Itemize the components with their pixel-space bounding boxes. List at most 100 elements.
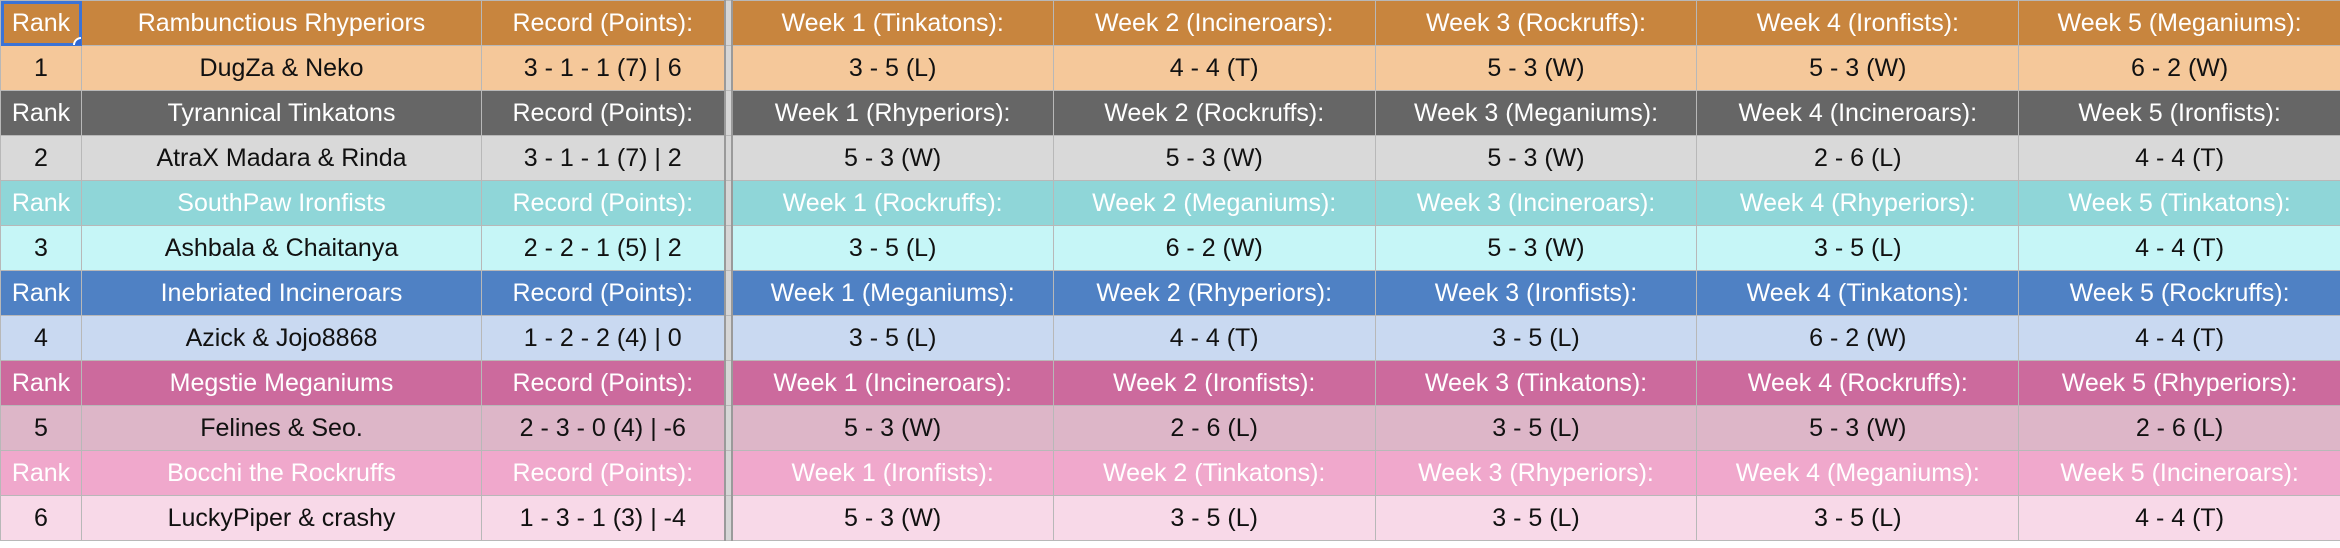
record-cell[interactable]: 2 - 3 - 0 (4) | -6 [481, 405, 725, 451]
rank-header-cell[interactable]: Rank [0, 450, 82, 496]
rank-header-cell[interactable]: Rank [0, 0, 82, 46]
week-header-cell[interactable]: Week 1 (Meganiums): [731, 270, 1054, 316]
team-name-cell[interactable]: Megstie Meganiums [81, 360, 482, 406]
team-name-cell[interactable]: Tyrannical Tinkatons [81, 90, 482, 136]
week-result-cell[interactable]: 3 - 5 (L) [1374, 315, 1698, 361]
record-cell[interactable]: 1 - 3 - 1 (3) | -4 [481, 495, 725, 541]
week-result-cell[interactable]: 3 - 5 (L) [731, 45, 1054, 91]
week-header-cell[interactable]: Week 4 (Rhyperiors): [1696, 180, 2020, 226]
week-header-cell[interactable]: Week 3 (Incineroars): [1374, 180, 1698, 226]
week-result-cell[interactable]: 3 - 5 (L) [1374, 495, 1698, 541]
week-header-cell[interactable]: Week 4 (Incineroars): [1696, 90, 2020, 136]
column-gap-cell[interactable] [723, 360, 733, 406]
rank-cell[interactable]: 4 [0, 315, 82, 361]
week-header-cell[interactable]: Week 2 (Incineroars): [1052, 0, 1376, 46]
team-name-cell[interactable]: Rambunctious Rhyperiors [81, 0, 482, 46]
week-header-cell[interactable]: Week 3 (Tinkatons): [1374, 360, 1698, 406]
team-name-cell[interactable]: Inebriated Incineroars [81, 270, 482, 316]
week-result-cell[interactable]: 2 - 6 (L) [1696, 135, 2020, 181]
week-header-cell[interactable]: Week 4 (Rockruffs): [1696, 360, 2020, 406]
week-result-cell[interactable]: 3 - 5 (L) [731, 315, 1054, 361]
players-cell[interactable]: Ashbala & Chaitanya [81, 225, 482, 271]
rank-cell[interactable]: 1 [0, 45, 82, 91]
week-result-cell[interactable]: 3 - 5 (L) [731, 225, 1054, 271]
column-gap-cell[interactable] [723, 315, 733, 361]
week-result-cell[interactable]: 3 - 5 (L) [1696, 495, 2020, 541]
week-result-cell[interactable]: 4 - 4 (T) [1052, 315, 1376, 361]
column-gap-cell[interactable] [723, 225, 733, 271]
players-cell[interactable]: Felines & Seo. [81, 405, 482, 451]
players-cell[interactable]: DugZa & Neko [81, 45, 482, 91]
rank-header-cell[interactable]: Rank [0, 90, 82, 136]
record-header-cell[interactable]: Record (Points): [481, 90, 725, 136]
week-header-cell[interactable]: Week 3 (Meganiums): [1374, 90, 1698, 136]
rank-cell[interactable]: 2 [0, 135, 82, 181]
week-header-cell[interactable]: Week 4 (Ironfists): [1696, 0, 2020, 46]
week-header-cell[interactable]: Week 1 (Incineroars): [731, 360, 1054, 406]
record-header-cell[interactable]: Record (Points): [481, 0, 725, 46]
week-result-cell[interactable]: 4 - 4 (T) [2018, 315, 2340, 361]
week-header-cell[interactable]: Week 5 (Rhyperiors): [2018, 360, 2340, 406]
column-gap-cell[interactable] [723, 405, 733, 451]
team-name-cell[interactable]: Bocchi the Rockruffs [81, 450, 482, 496]
week-header-cell[interactable]: Week 4 (Meganiums): [1696, 450, 2020, 496]
week-header-cell[interactable]: Week 3 (Rockruffs): [1374, 0, 1698, 46]
week-header-cell[interactable]: Week 2 (Rhyperiors): [1052, 270, 1376, 316]
week-result-cell[interactable]: 4 - 4 (T) [1052, 45, 1376, 91]
week-header-cell[interactable]: Week 2 (Tinkatons): [1052, 450, 1376, 496]
record-cell[interactable]: 3 - 1 - 1 (7) | 2 [481, 135, 725, 181]
column-gap-cell[interactable] [723, 90, 733, 136]
week-header-cell[interactable]: Week 5 (Tinkatons): [2018, 180, 2340, 226]
week-header-cell[interactable]: Week 2 (Ironfists): [1052, 360, 1376, 406]
week-header-cell[interactable]: Week 5 (Ironfists): [2018, 90, 2340, 136]
players-cell[interactable]: LuckyPiper & crashy [81, 495, 482, 541]
team-name-cell[interactable]: SouthPaw Ironfists [81, 180, 482, 226]
week-header-cell[interactable]: Week 4 (Tinkatons): [1696, 270, 2020, 316]
week-result-cell[interactable]: 3 - 5 (L) [1052, 495, 1376, 541]
week-result-cell[interactable]: 5 - 3 (W) [1374, 225, 1698, 271]
week-result-cell[interactable]: 2 - 6 (L) [1052, 405, 1376, 451]
record-cell[interactable]: 1 - 2 - 2 (4) | 0 [481, 315, 725, 361]
week-result-cell[interactable]: 6 - 2 (W) [1696, 315, 2020, 361]
week-header-cell[interactable]: Week 1 (Tinkatons): [731, 0, 1054, 46]
week-header-cell[interactable]: Week 1 (Rockruffs): [731, 180, 1054, 226]
week-header-cell[interactable]: Week 5 (Incineroars): [2018, 450, 2340, 496]
record-header-cell[interactable]: Record (Points): [481, 270, 725, 316]
rank-header-cell[interactable]: Rank [0, 360, 82, 406]
rank-cell[interactable]: 5 [0, 405, 82, 451]
week-result-cell[interactable]: 5 - 3 (W) [1696, 405, 2020, 451]
week-result-cell[interactable]: 5 - 3 (W) [731, 495, 1054, 541]
week-result-cell[interactable]: 6 - 2 (W) [2018, 45, 2340, 91]
week-header-cell[interactable]: Week 5 (Meganiums): [2018, 0, 2340, 46]
week-header-cell[interactable]: Week 3 (Ironfists): [1374, 270, 1698, 316]
rank-header-cell[interactable]: Rank [0, 180, 82, 226]
week-result-cell[interactable]: 2 - 6 (L) [2018, 405, 2340, 451]
week-header-cell[interactable]: Week 5 (Rockruffs): [2018, 270, 2340, 316]
week-result-cell[interactable]: 5 - 3 (W) [1374, 135, 1698, 181]
week-result-cell[interactable]: 5 - 3 (W) [731, 405, 1054, 451]
column-gap-cell[interactable] [723, 270, 733, 316]
column-gap-cell[interactable] [723, 450, 733, 496]
rank-cell[interactable]: 6 [0, 495, 82, 541]
week-result-cell[interactable]: 4 - 4 (T) [2018, 495, 2340, 541]
week-result-cell[interactable]: 6 - 2 (W) [1052, 225, 1376, 271]
week-result-cell[interactable]: 5 - 3 (W) [731, 135, 1054, 181]
record-header-cell[interactable]: Record (Points): [481, 450, 725, 496]
rank-cell[interactable]: 3 [0, 225, 82, 271]
players-cell[interactable]: Azick & Jojo8868 [81, 315, 482, 361]
week-result-cell[interactable]: 5 - 3 (W) [1696, 45, 2020, 91]
rank-header-cell[interactable]: Rank [0, 270, 82, 316]
week-result-cell[interactable]: 3 - 5 (L) [1374, 405, 1698, 451]
record-cell[interactable]: 3 - 1 - 1 (7) | 6 [481, 45, 725, 91]
week-result-cell[interactable]: 5 - 3 (W) [1374, 45, 1698, 91]
column-gap-cell[interactable] [723, 495, 733, 541]
record-cell[interactable]: 2 - 2 - 1 (5) | 2 [481, 225, 725, 271]
column-gap-cell[interactable] [723, 45, 733, 91]
column-gap-cell[interactable] [723, 0, 733, 46]
week-header-cell[interactable]: Week 1 (Rhyperiors): [731, 90, 1054, 136]
players-cell[interactable]: AtraX Madara & Rinda [81, 135, 482, 181]
selection-fill-handle[interactable] [73, 37, 81, 45]
record-header-cell[interactable]: Record (Points): [481, 180, 725, 226]
week-result-cell[interactable]: 4 - 4 (T) [2018, 225, 2340, 271]
week-result-cell[interactable]: 3 - 5 (L) [1696, 225, 2020, 271]
